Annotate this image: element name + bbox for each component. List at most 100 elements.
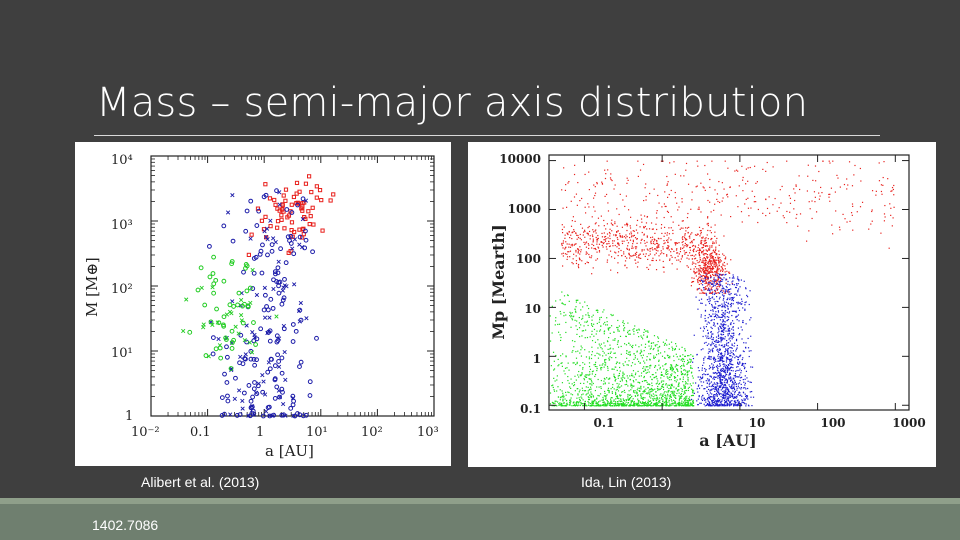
data-point xyxy=(634,252,637,255)
data-point xyxy=(711,262,713,265)
data-point xyxy=(624,327,626,329)
data-point xyxy=(268,296,274,302)
data-point xyxy=(574,319,576,321)
data-point xyxy=(700,381,702,383)
data-point xyxy=(734,380,736,382)
data-point xyxy=(721,313,723,316)
data-point xyxy=(740,372,742,374)
data-point xyxy=(643,376,645,379)
data-point xyxy=(655,354,658,356)
data-point xyxy=(705,259,707,262)
data-point xyxy=(687,362,689,364)
data-point xyxy=(567,233,569,236)
data-point xyxy=(678,348,680,350)
data-point xyxy=(713,298,715,300)
data-point xyxy=(681,365,683,367)
data-point xyxy=(699,265,701,267)
data-point xyxy=(665,395,667,397)
data-point xyxy=(629,375,631,377)
data-point xyxy=(631,399,633,402)
data-point xyxy=(218,355,224,361)
data-point xyxy=(671,349,674,351)
data-point xyxy=(616,369,618,372)
data-point xyxy=(638,389,640,392)
data-point xyxy=(627,402,630,404)
data-point xyxy=(593,323,595,325)
data-point xyxy=(705,288,708,290)
data-point xyxy=(818,192,820,194)
data-point xyxy=(588,365,591,368)
data-point xyxy=(700,302,702,304)
data-point xyxy=(677,209,679,211)
data-point xyxy=(589,238,591,240)
data-point xyxy=(728,332,731,334)
data-point xyxy=(706,378,709,380)
data-point xyxy=(712,280,714,282)
data-point xyxy=(594,389,597,392)
data-point xyxy=(687,232,689,234)
data-point xyxy=(724,160,726,162)
data-point xyxy=(646,216,648,218)
data-point xyxy=(633,234,635,237)
data-point xyxy=(682,220,684,222)
data-point xyxy=(687,400,689,402)
data-point xyxy=(221,223,227,229)
data-point xyxy=(298,300,303,306)
data-point xyxy=(619,394,621,396)
data-point xyxy=(849,220,851,222)
data-point xyxy=(281,412,287,418)
data-point xyxy=(670,395,672,398)
data-point xyxy=(727,308,729,310)
data-point xyxy=(615,235,617,237)
data-point xyxy=(644,343,647,345)
data-point xyxy=(655,372,657,374)
data-point xyxy=(696,288,699,290)
data-point xyxy=(639,387,641,389)
data-point xyxy=(726,305,728,307)
data-point xyxy=(868,228,870,230)
data-point xyxy=(571,220,573,222)
data-point xyxy=(638,257,640,259)
data-point xyxy=(738,402,740,404)
data-point xyxy=(656,403,658,406)
data-point xyxy=(705,404,708,407)
data-point xyxy=(693,262,695,264)
data-point xyxy=(697,367,699,369)
data-point xyxy=(609,235,611,237)
data-point xyxy=(232,396,237,401)
data-point xyxy=(739,286,741,288)
data-point xyxy=(729,362,731,365)
data-point xyxy=(597,347,599,349)
data-point xyxy=(557,365,559,367)
data-point xyxy=(584,230,586,233)
data-point xyxy=(721,280,723,282)
data-point xyxy=(709,315,711,317)
data-point xyxy=(624,265,626,267)
data-point xyxy=(670,227,672,229)
data-point xyxy=(611,223,613,226)
data-point xyxy=(681,358,683,360)
data-point xyxy=(643,403,645,405)
data-point xyxy=(714,280,716,283)
data-point xyxy=(563,315,565,317)
data-point xyxy=(633,404,635,406)
data-point xyxy=(677,364,679,367)
data-point xyxy=(576,299,578,301)
data-point xyxy=(713,378,716,380)
data-point xyxy=(738,302,740,304)
data-point xyxy=(720,395,722,398)
data-point xyxy=(735,340,738,342)
data-point xyxy=(714,289,716,291)
data-point xyxy=(635,248,637,250)
data-point xyxy=(637,175,639,178)
data-point xyxy=(660,224,663,226)
data-point xyxy=(634,390,636,392)
data-point xyxy=(272,363,278,369)
data-point xyxy=(658,359,660,361)
data-point xyxy=(686,227,688,229)
data-point xyxy=(738,404,740,407)
data-point xyxy=(713,209,715,211)
data-point xyxy=(597,402,599,404)
data-point xyxy=(781,185,783,188)
data-point xyxy=(566,206,568,208)
